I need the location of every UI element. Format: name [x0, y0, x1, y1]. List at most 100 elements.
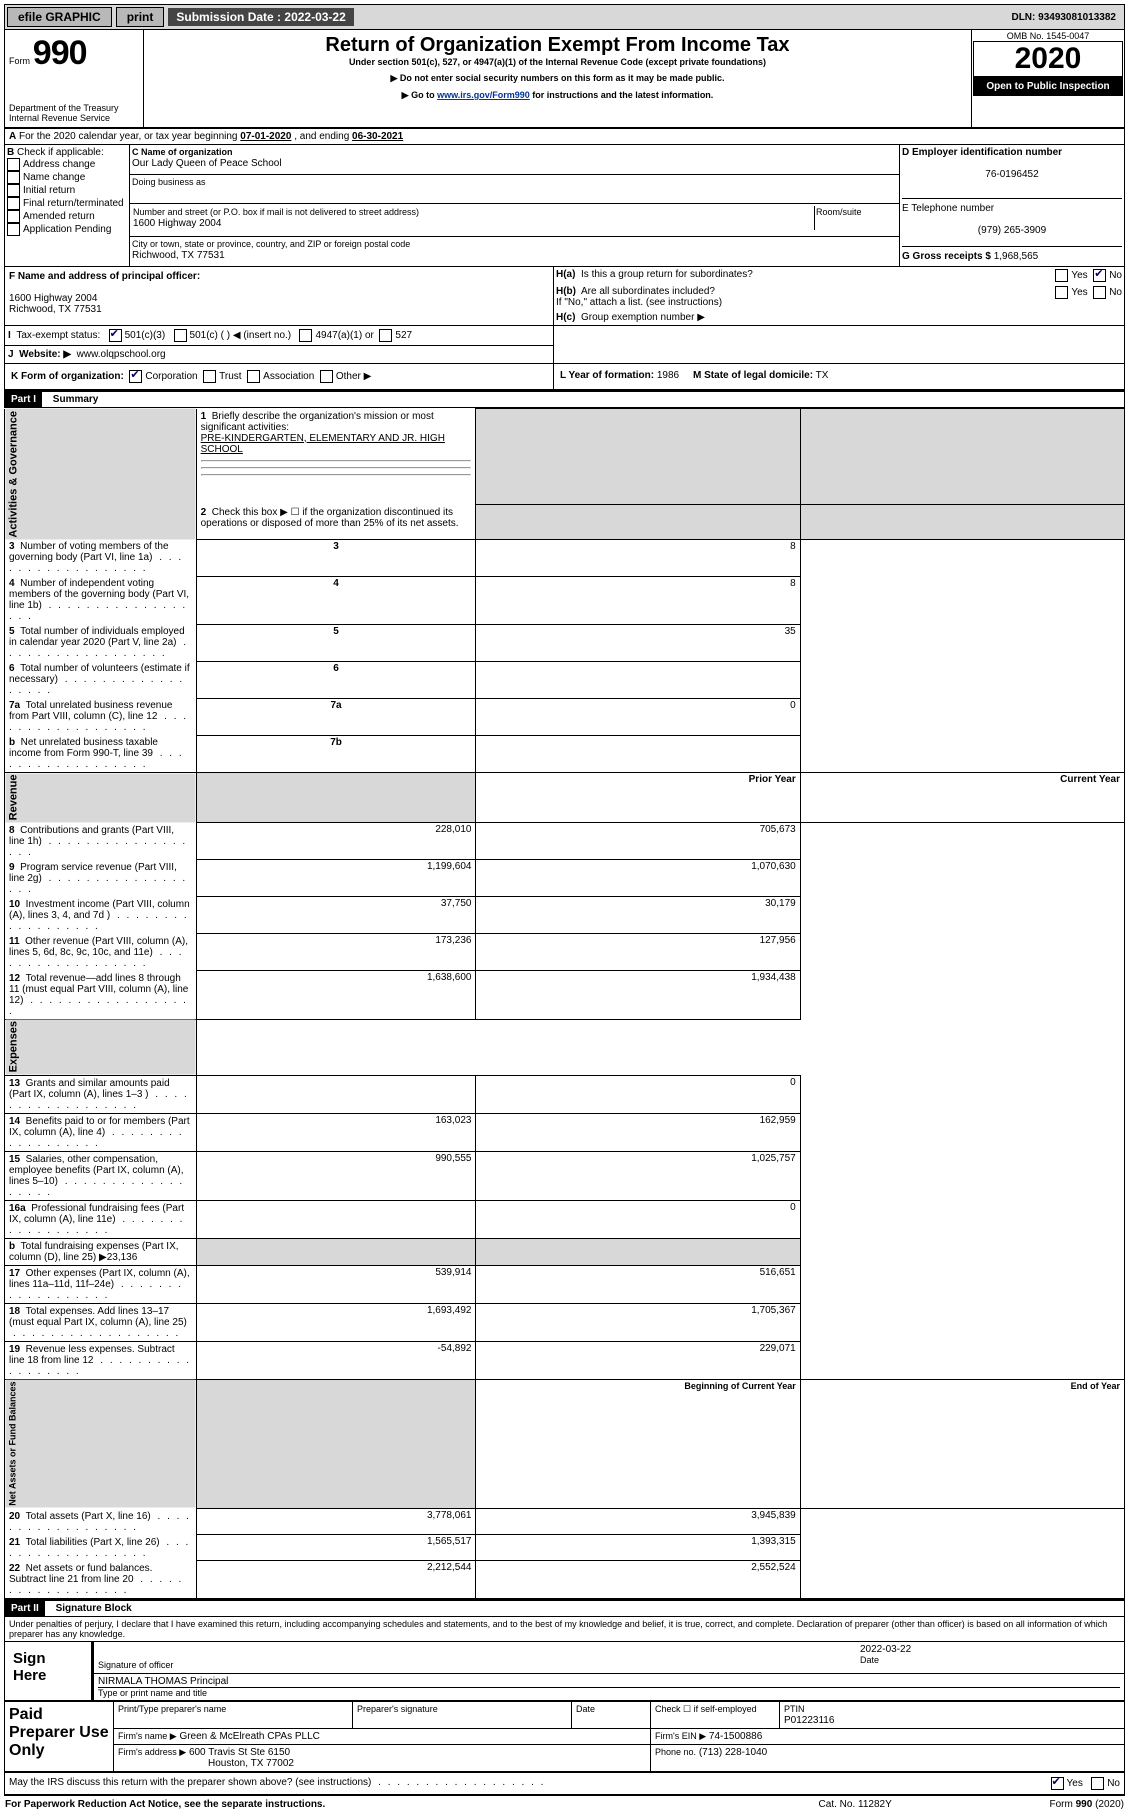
- line2: 2 Check this box ▶ ☐ if the organization…: [196, 505, 476, 539]
- exp-prior-15: 990,555: [196, 1152, 476, 1201]
- ha-no-checkbox[interactable]: [1093, 269, 1106, 282]
- exp-curr-13: 0: [476, 1076, 800, 1114]
- d-lbl: D Employer identification number: [902, 147, 1062, 158]
- hc-lbl: H(c): [556, 312, 575, 323]
- p-name-lbl: Print/Type preparer's name: [118, 1704, 226, 1714]
- org-name: Our Lady Queen of Peace School: [132, 158, 282, 169]
- hdr-end: End of Year: [800, 1380, 1124, 1509]
- num-7a: 7a: [196, 698, 476, 735]
- omb: OMB No. 1545-0047: [973, 31, 1123, 41]
- tax-year: 2020: [973, 41, 1123, 77]
- line3: 3 Number of voting members of the govern…: [5, 539, 197, 576]
- goto-pre: ▶ Go to: [402, 90, 437, 100]
- vlabel-netassets: Net Assets or Fund Balances: [5, 1380, 197, 1509]
- i-501c-checkbox[interactable]: [174, 329, 187, 342]
- b-checkbox[interactable]: [7, 171, 20, 184]
- exp-line-14: 14 Benefits paid to or for members (Part…: [5, 1114, 197, 1152]
- box-hb: H(b) Are all subordinates included? Yes …: [554, 284, 1125, 310]
- firm-phone-lbl: Phone no.: [655, 1747, 696, 1757]
- ssn-note: ▶ Do not enter social security numbers o…: [148, 73, 967, 84]
- sub-label: Submission Date :: [176, 10, 281, 24]
- line4: 4 Number of independent voting members o…: [5, 576, 197, 624]
- hb-yes: Yes: [1071, 287, 1087, 298]
- goto-link[interactable]: www.irs.gov/Form990: [437, 90, 530, 100]
- k-other-checkbox[interactable]: [320, 370, 333, 383]
- line1: 1 Briefly describe the organization's mi…: [196, 409, 476, 505]
- submission-date: Submission Date : 2022-03-22: [168, 8, 353, 26]
- box-i: I Tax-exempt status: 501(c)(3) 501(c) ( …: [5, 326, 554, 346]
- l2-text: Check this box ▶ ☐ if the organization d…: [201, 507, 459, 529]
- i-527-checkbox[interactable]: [379, 329, 392, 342]
- hb-no-checkbox[interactable]: [1093, 286, 1106, 299]
- vlabel-revenue: Revenue: [5, 773, 197, 823]
- exp-curr-18: 1,705,367: [476, 1304, 800, 1342]
- print-button[interactable]: print: [116, 7, 165, 27]
- e-lbl: E Telephone number: [902, 203, 994, 214]
- a-mid: , and ending: [294, 131, 352, 142]
- a-end: 06-30-2021: [352, 131, 403, 142]
- l-val: 1986: [657, 370, 679, 381]
- street-addr: 1600 Highway 2004: [133, 218, 221, 229]
- discuss-no-checkbox[interactable]: [1091, 1777, 1104, 1790]
- exp-prior-13: [196, 1076, 476, 1114]
- efile-button[interactable]: efile GRAPHIC: [7, 7, 112, 27]
- ptin: P01223116: [784, 1715, 834, 1726]
- b-checkbox[interactable]: [7, 184, 20, 197]
- rev-line-11: 11 Other revenue (Part VIII, column (A),…: [5, 934, 197, 971]
- b-checkbox[interactable]: [7, 223, 20, 236]
- rev-prior-9: 1,199,604: [196, 860, 476, 897]
- f-lbl: F Name and address of principal officer:: [9, 271, 200, 282]
- k-assoc-checkbox[interactable]: [247, 370, 260, 383]
- b-checkbox[interactable]: [7, 197, 20, 210]
- ha-yes: Yes: [1071, 270, 1087, 281]
- year-cell: OMB No. 1545-0047 2020 Open to Public In…: [972, 30, 1125, 128]
- k-corp-checkbox[interactable]: [129, 370, 142, 383]
- l1-valcell: [800, 409, 1124, 505]
- i-4947-checkbox[interactable]: [299, 329, 312, 342]
- net-begin-20: 3,778,061: [196, 1509, 476, 1535]
- net-line-20: 20 Total assets (Part X, line 16): [5, 1509, 197, 1535]
- net-begin-22: 2,212,544: [196, 1561, 476, 1599]
- rev-curr-11: 127,956: [476, 934, 800, 971]
- box-dba: Doing business as: [130, 175, 900, 204]
- firm-addr: 600 Travis St Ste 6150: [189, 1747, 290, 1758]
- box-right: D Employer identification number 76-0196…: [900, 145, 1125, 267]
- c-name-lbl: C Name of organization: [132, 147, 233, 157]
- num-5: 5: [196, 624, 476, 661]
- form-id-cell: Form 990 Department of the Treasury Inte…: [5, 30, 144, 128]
- sig-officer-cell: Signature of officer: [93, 1642, 857, 1674]
- firm-phone: (713) 228-1040: [699, 1747, 767, 1758]
- discuss-yes-checkbox[interactable]: [1051, 1777, 1064, 1790]
- ha-text: Is this a group return for subordinates?: [581, 269, 753, 280]
- dln: DLN: 93493081013382: [1011, 12, 1122, 23]
- i-501c3-checkbox[interactable]: [109, 329, 122, 342]
- rev-curr-8: 705,673: [476, 823, 800, 860]
- sub-date: 2022-03-22: [284, 10, 345, 24]
- val-7b: [476, 735, 800, 773]
- discuss-row: May the IRS discuss this return with the…: [5, 1773, 1125, 1795]
- officer-name: NIRMALA THOMAS Principal: [98, 1676, 228, 1687]
- k-trust-checkbox[interactable]: [203, 370, 216, 383]
- phone: (979) 265-3909: [902, 225, 1122, 236]
- b-checkbox[interactable]: [7, 158, 20, 171]
- num-4: 4: [196, 576, 476, 624]
- hc-text: Group exemption number ▶: [581, 312, 705, 323]
- city-lbl: City or town, state or province, country…: [132, 239, 410, 249]
- page-title: Return of Organization Exempt From Incom…: [148, 34, 967, 57]
- sign-here: Sign Here: [5, 1642, 93, 1701]
- officer-name-lbl: Type or print name and title: [98, 1687, 1120, 1698]
- footer-cat: Cat. No. 11282Y: [766, 1798, 944, 1811]
- p-sig-lbl: Preparer's signature: [357, 1704, 438, 1714]
- b-checkbox[interactable]: [7, 210, 20, 223]
- penalties: Under penalties of perjury, I declare th…: [4, 1617, 1125, 1642]
- i-lbl: Tax-exempt status:: [16, 330, 100, 341]
- b-item: Application Pending: [7, 223, 127, 236]
- hb-yes-checkbox[interactable]: [1055, 286, 1068, 299]
- hdr-prior: Prior Year: [476, 773, 800, 823]
- ha-yes-checkbox[interactable]: [1055, 269, 1068, 282]
- l2-num: [476, 505, 800, 539]
- exp-curr-16a: 0: [476, 1201, 800, 1239]
- box-c-name: C Name of organization Our Lady Queen of…: [130, 145, 900, 175]
- rev-line-9: 9 Program service revenue (Part VIII, li…: [5, 860, 197, 897]
- m-val: TX: [816, 370, 829, 381]
